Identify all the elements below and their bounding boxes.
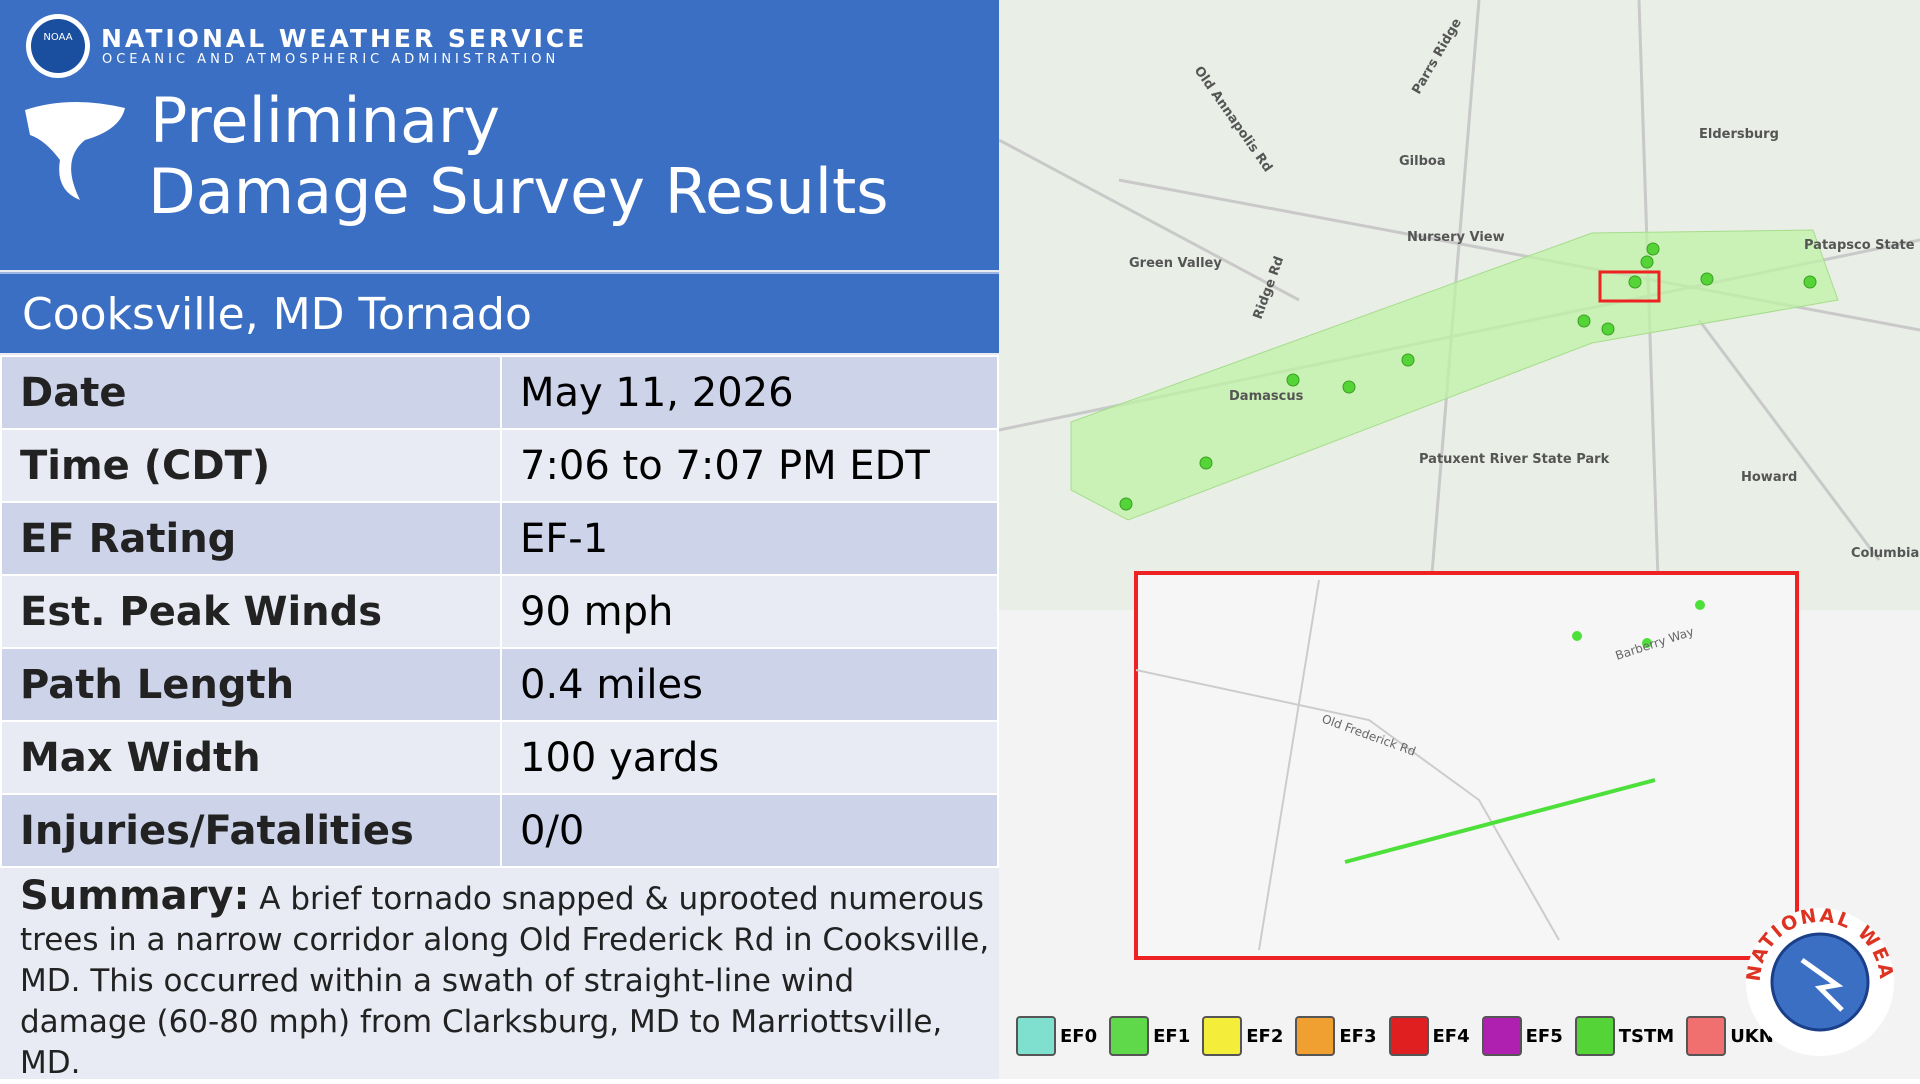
title-line2: Damage Survey Results [148,155,889,228]
table-row: Path Length 0.4 miles [0,647,999,722]
noaa-logo-text: NOAA [43,32,72,43]
place-label: Green Valley [1129,256,1222,271]
place-label: Gilboa [1399,154,1446,169]
legend-item: UKN [1686,1016,1774,1056]
legend-swatch [1574,1016,1615,1056]
nws-logo: NATIONAL WEATHER SERVICE [1742,900,1895,1056]
row-label: Injuries/Fatalities [0,793,502,868]
legend-swatch [1481,1016,1522,1056]
legend-label: UKN [1730,1025,1774,1047]
details-table: Date May 11, 2026 Time (CDT) 7:06 to 7:07 P… [0,355,999,868]
legend-item: EF1 [1109,1016,1190,1056]
row-label: Time (CDT) [0,428,502,503]
subtitle: Cooksville, MD Tornado [0,272,999,353]
legend-item: EF3 [1295,1016,1377,1056]
place-label: Damascus [1229,389,1304,404]
header-art: NOAA NATIONAL WEATHER SERVICE OCEANIC AN… [25,14,889,228]
row-label: EF Rating [0,501,502,576]
row-value: 90 mph [500,574,999,649]
legend-swatch [1388,1016,1429,1056]
legend-item: EF4 [1388,1016,1470,1056]
row-label: Max Width [0,720,502,795]
title-line1: Preliminary [150,84,500,157]
row-value: 0/0 [500,793,999,868]
row-label: Est. Peak Winds [0,574,502,649]
legend-swatch [1016,1016,1056,1056]
legend-label: TSTM [1618,1025,1675,1047]
legend-label: EF1 [1153,1025,1191,1047]
summary: Summary: A brief tornado snapped & uproo… [20,876,990,1084]
table-row: Max Width 100 yards [0,720,999,795]
table-row: Injuries/Fatalities 0/0 [0,793,999,868]
legend-swatch [1109,1016,1150,1056]
legend-label: EF2 [1246,1025,1284,1047]
info-panel: NOAA NATIONAL WEATHER SERVICE OCEANIC AN… [0,0,999,1081]
legend-swatch [1686,1016,1727,1056]
legend-swatch [1295,1016,1336,1056]
header: NOAA NATIONAL WEATHER SERVICE OCEANIC AN… [0,0,999,270]
summary-text: A brief tornado snapped & uprooted numer… [20,881,990,1081]
row-label: Date [0,355,502,430]
legend-item: EF5 [1481,1016,1563,1056]
legend-item: TSTM [1574,1016,1675,1056]
place-label: Patuxent River State Park [1419,452,1610,467]
legend-item: EF2 [1202,1016,1283,1056]
map: Eldersburg Gilboa Nursery View Green Valley… [999,0,1920,1079]
legend-swatch [1202,1016,1243,1056]
place-label: Nursery View [1407,230,1505,245]
legend-item: EF0 [1016,1016,1097,1056]
legend-label: EF3 [1339,1025,1377,1047]
table-row: Date May 11, 2026 [0,355,999,430]
place-label: Columbia [1851,546,1919,561]
table-row: EF Rating EF-1 [0,501,999,576]
place-label: Howard [1741,470,1797,485]
subagency: OCEANIC AND ATMOSPHERIC ADMINISTRATION [102,52,559,67]
row-label: Path Length [0,647,502,722]
summary-label: Summary: [20,873,250,919]
legend-label: EF0 [1060,1025,1098,1047]
table-row: Time (CDT) 7:06 to 7:07 PM EDT [0,428,999,503]
row-value: 7:06 to 7:07 PM EDT [500,428,999,503]
row-value: EF-1 [500,501,999,576]
legend-label: EF4 [1432,1025,1470,1047]
row-value: 100 yards [500,720,999,795]
place-label: Eldersburg [1699,127,1779,142]
legend: EF0 EF1 EF2 EF3 EF4 EF5 TSTM UKN [1016,1016,1778,1056]
row-value: 0.4 miles [500,647,999,722]
table-row: Est. Peak Winds 90 mph [0,574,999,649]
place-label: Patapsco State Park-McKeldin Area [1804,238,1920,253]
agency: NATIONAL WEATHER SERVICE [101,24,587,53]
row-value: May 11, 2026 [500,355,999,430]
legend-label: EF5 [1525,1025,1563,1047]
